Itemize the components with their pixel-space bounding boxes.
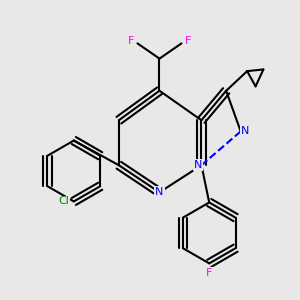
- Text: F: F: [184, 36, 191, 46]
- Text: F: F: [128, 36, 135, 46]
- Text: N: N: [241, 126, 249, 136]
- Text: Cl: Cl: [58, 196, 69, 206]
- Text: F: F: [206, 268, 212, 278]
- Text: N: N: [155, 187, 164, 197]
- Text: N: N: [194, 160, 202, 170]
